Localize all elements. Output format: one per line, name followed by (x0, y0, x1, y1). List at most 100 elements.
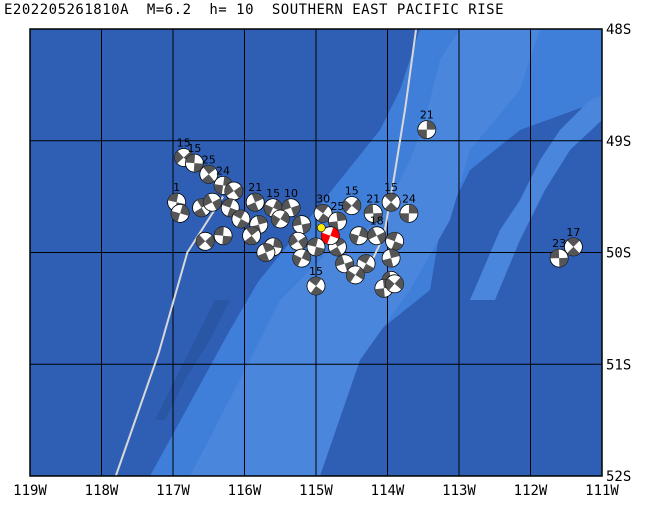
focal-mechanism (399, 203, 419, 223)
beachball-quadrant (271, 214, 281, 227)
beachball-quadrant (315, 204, 329, 214)
beachball-quadrant (384, 193, 398, 203)
longitude-tick-label: 111W (585, 483, 619, 499)
map-border (29, 28, 603, 477)
event-depth-label: 18 (370, 215, 384, 228)
beachball-quadrant (373, 212, 383, 223)
longitude-tick-label: 115W (299, 483, 333, 499)
beachball-quadrant (567, 246, 580, 256)
focal-mechanism (170, 203, 190, 223)
beachball-quadrant (214, 184, 224, 195)
beachball-quadrant (233, 185, 243, 199)
longitude-tick-label: 117W (156, 483, 190, 499)
event-depth-label: 21 (420, 109, 434, 122)
focal-mechanism (385, 231, 405, 251)
longitude-tick-label: 118W (85, 483, 119, 499)
event-depth-label: 24 (216, 164, 230, 177)
beachball-quadrant (358, 254, 371, 264)
focal-mechanism (417, 120, 437, 140)
focal-mechanism (385, 274, 405, 294)
beachball-quadrant (257, 252, 270, 262)
focal-mechanism (288, 231, 308, 251)
beachball-quadrant (382, 258, 394, 268)
beachball-quadrant (289, 233, 299, 247)
beachball-quadrant (346, 269, 356, 283)
focal-mechanism (231, 209, 251, 229)
beachball-quadrant (222, 235, 233, 245)
focal-mechanism (349, 226, 369, 246)
event-depth-label: 15 (384, 181, 398, 194)
beachball-quadrant (180, 204, 190, 216)
beachball-quadrant (349, 233, 359, 245)
beachball-quadrant (336, 212, 347, 222)
focal-mechanism (184, 153, 204, 173)
beachball-quadrant (394, 277, 404, 290)
focal-mechanism (213, 226, 233, 246)
beachball-quadrant (291, 204, 300, 217)
focal-mechanism (292, 248, 312, 268)
longitude-labels: 119W 118W 117W 116W 115W 114W 113W 112W 111W (13, 483, 619, 499)
event-depth-label: 23 (552, 237, 566, 250)
beachball-quadrant (251, 193, 264, 203)
focal-mechanism (292, 215, 312, 235)
beachball-quadrant (399, 213, 409, 223)
longitude-tick-label: 116W (228, 483, 262, 499)
event-depth-label: 15 (177, 137, 191, 150)
focal-mechanism (342, 196, 362, 216)
beachball-quadrant (384, 202, 398, 212)
event-depth-label: 25 (202, 153, 216, 166)
latitude-tick-label: 48S (606, 22, 631, 38)
beachball-quadrant (282, 199, 291, 211)
focal-mechanism (202, 192, 222, 212)
longitude-tick-label: 113W (442, 483, 476, 499)
beachball-quadrant (185, 154, 196, 164)
beachball-quadrant (328, 221, 339, 231)
focal-mechanism (306, 276, 326, 296)
beachball-quadrant (224, 183, 234, 197)
beachball-quadrant (417, 129, 427, 139)
beachball-quadrant (310, 286, 324, 295)
beachball-quadrant (313, 246, 325, 256)
beachball-quadrant (196, 234, 206, 248)
event-depth-label: 21 (248, 181, 262, 194)
beachball-quadrant (567, 237, 580, 247)
focal-mechanism (306, 237, 326, 257)
beachball-quadrant (262, 243, 275, 253)
beachball-quadrant (273, 238, 283, 249)
beachball-quadrant (329, 246, 342, 256)
beachball-quadrant (408, 204, 418, 214)
beachball-quadrant (214, 226, 224, 236)
beachball-quadrant (355, 267, 365, 280)
beachball-quadrant (298, 236, 308, 249)
longitude-tick-label: 112W (514, 483, 548, 499)
beachball-quadrant (559, 257, 569, 268)
ridge-shoal-east (470, 95, 602, 300)
beachball-quadrant (301, 222, 311, 234)
event-depth-label: 15 (309, 265, 323, 278)
beachball-quadrant (361, 263, 374, 273)
beachball-quadrant (307, 237, 319, 247)
beachball-quadrant (335, 255, 345, 267)
map-title: E202205261810A M=6.2 h= 10 SOUTHERN EAST… (4, 2, 505, 18)
latitude-tick-label: 51S (606, 357, 631, 373)
beachball-quadrant (388, 249, 400, 259)
beachball-quadrant (292, 254, 302, 267)
beachball-quadrant (317, 213, 331, 223)
event-depth-label: 1 (173, 181, 180, 194)
beachball-quadrant (205, 235, 215, 248)
ridge-shoal-west (155, 300, 230, 420)
latitude-tick-label: 50S (606, 246, 631, 262)
longitude-tick-label: 114W (371, 483, 405, 499)
event-depth-label: 15 (345, 185, 359, 198)
beachball-quadrant (308, 277, 322, 286)
beachball-quadrant (321, 232, 331, 245)
focal-mechanism (345, 265, 365, 285)
beachball-quadrant (426, 120, 436, 130)
event-depth-label: 17 (566, 226, 580, 239)
event-depth-label: 25 (330, 200, 344, 213)
beachball-quadrant (330, 227, 340, 239)
beachball-quadrant (212, 198, 222, 211)
